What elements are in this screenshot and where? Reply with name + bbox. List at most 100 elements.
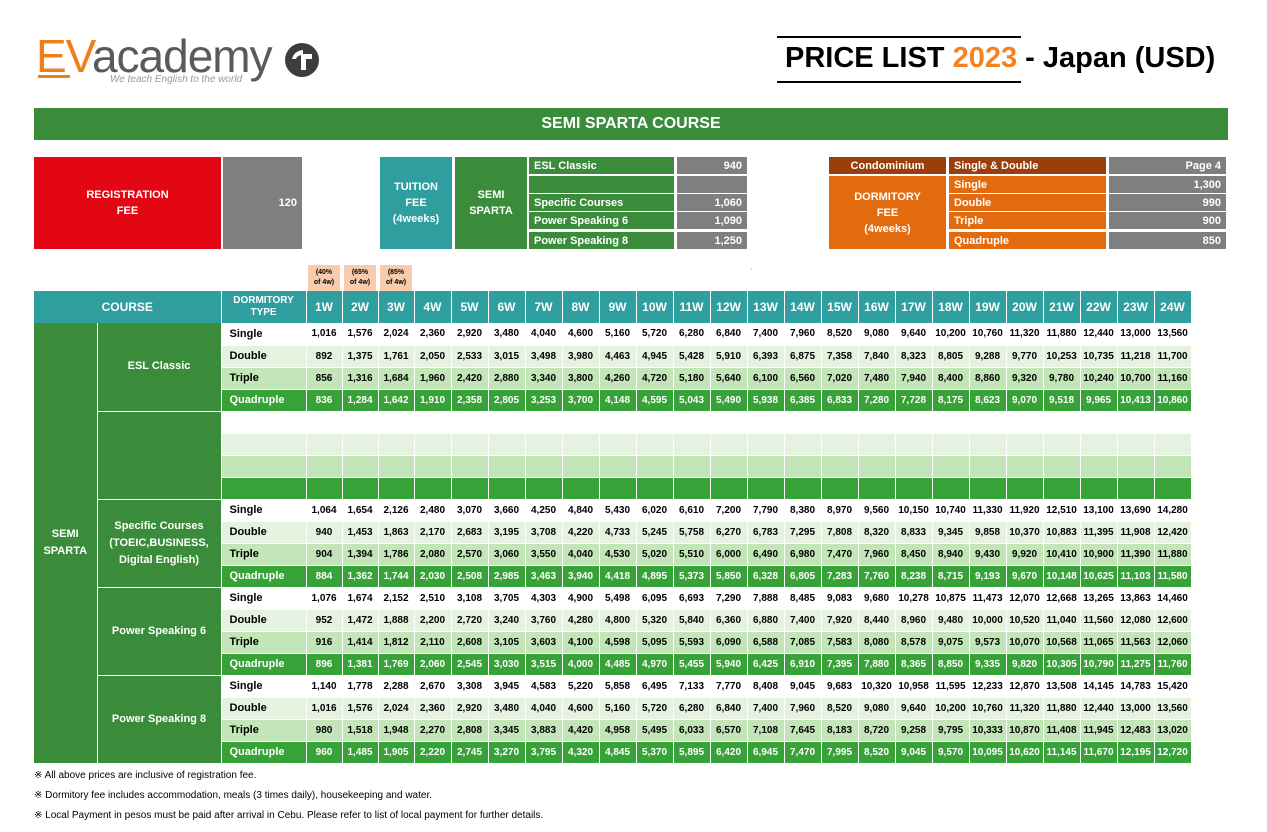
room-type: Double (221, 697, 307, 720)
price-cell (342, 477, 379, 500)
price-cell: 7,470 (821, 543, 859, 566)
price-cell: 2,152 (378, 587, 415, 610)
table-row: Power Speaking 8 Single 1,140 1,778 2,288 2,6… (34, 675, 1192, 764)
price-cell: 6,945 (747, 741, 785, 764)
price-cell: 3,108 (451, 587, 489, 610)
price-cell: 7,940 (895, 367, 933, 390)
price-cell: 3,070 (451, 499, 489, 522)
price-cell: 3,030 (488, 653, 526, 676)
price-cell: 10,568 (1043, 631, 1081, 654)
price-cell: 884 (306, 565, 343, 588)
logo-tagline: We teach English to the world (110, 74, 243, 85)
price-cell: 2,050 (414, 345, 452, 368)
price-cell: 4,720 (636, 367, 674, 390)
price-cell: 11,390 (1117, 543, 1155, 566)
price-cell: 6,588 (747, 631, 785, 654)
price-cell: 6,875 (784, 345, 822, 368)
price-cell: 10,148 (1043, 565, 1081, 588)
price-cell: 3,945 (488, 675, 526, 698)
price-cell: 10,875 (932, 587, 970, 610)
price-cell: 8,970 (821, 499, 859, 522)
price-cell: 1,076 (306, 587, 343, 610)
price-cell: 6,393 (747, 345, 785, 368)
price-cell (1006, 411, 1044, 434)
price-cell: 14,280 (1154, 499, 1192, 522)
price-cell: 10,253 (1043, 345, 1081, 368)
table-row: Quadruple 896 1,381 1,769 2,060 2,545 3,030 3,5… (34, 653, 1192, 676)
price-cell: 10,700 (1117, 367, 1155, 390)
price-cell: 10,095 (969, 741, 1007, 764)
tuition-price-1 (677, 176, 747, 193)
price-cell: 8,175 (932, 389, 970, 412)
price-cell: 1,362 (342, 565, 379, 588)
price-cell (599, 455, 637, 478)
price-cell: 1,948 (378, 719, 415, 742)
price-cell (1080, 477, 1118, 500)
price-cell: 5,593 (673, 631, 711, 654)
price-cell: 12,440 (1080, 323, 1118, 346)
price-cell: 3,195 (488, 521, 526, 544)
price-cell: 9,965 (1080, 389, 1118, 412)
price-cell (306, 455, 343, 478)
price-cell: 7,395 (821, 653, 859, 676)
price-cell: 6,490 (747, 543, 785, 566)
price-cell: 6,020 (636, 499, 674, 522)
price-cell: 12,510 (1043, 499, 1081, 522)
price-cell (1080, 411, 1118, 434)
price-cell (932, 477, 970, 500)
price-cell: 3,660 (488, 499, 526, 522)
price-cell: 11,275 (1117, 653, 1155, 676)
table-row: Triple 916 1,414 1,812 2,110 2,608 3,105 3,603 4… (34, 631, 1192, 654)
price-cell: 3,515 (525, 653, 563, 676)
price-cell: 1,472 (342, 609, 379, 632)
price-cell: 3,603 (525, 631, 563, 654)
title-suffix: - Japan (USD) (1017, 42, 1216, 74)
course-name (97, 411, 222, 500)
table-row: Double 892 1,375 1,761 2,050 2,533 3,015 3,498 3… (34, 345, 1192, 368)
price-cell: 7,400 (784, 609, 822, 632)
price-cell (525, 477, 563, 500)
dorm-type-3: Triple (949, 212, 1106, 229)
price-cell: 2,024 (378, 323, 415, 346)
col-week-header: 2W (342, 291, 379, 323)
price-cell: 12,870 (1006, 675, 1044, 698)
price-cell: 6,090 (710, 631, 748, 654)
price-cell: 7,880 (858, 653, 896, 676)
price-cell: 11,320 (1006, 697, 1044, 720)
price-cell: 6,270 (710, 521, 748, 544)
price-cell (1117, 455, 1155, 478)
price-cell: 6,910 (784, 653, 822, 676)
price-cell: 1,485 (342, 741, 379, 764)
price-cell: 4,733 (599, 521, 637, 544)
price-cell: 12,440 (1080, 697, 1118, 720)
price-cell: 6,100 (747, 367, 785, 390)
price-cell: 4,148 (599, 389, 637, 412)
course-name: Specific Courses (TOEIC,BUSINESS, Digita… (97, 499, 222, 588)
price-cell (414, 455, 452, 478)
price-cell: 9,430 (969, 543, 1007, 566)
price-cell: 7,133 (673, 675, 711, 698)
price-cell: 1,375 (342, 345, 379, 368)
price-cell: 9,045 (784, 675, 822, 698)
price-cell: 12,600 (1154, 609, 1192, 632)
price-cell: 8,485 (784, 587, 822, 610)
price-cell: 4,040 (525, 323, 563, 346)
title-rule-bottom (777, 81, 1021, 83)
semi-sparta-label: SEMI SPARTA (455, 157, 527, 249)
price-cell (710, 477, 748, 500)
price-cell: 11,040 (1043, 609, 1081, 632)
footnote: ※ Local Payment in pesos must be paid af… (34, 810, 544, 821)
price-cell: 5,430 (599, 499, 637, 522)
price-cell: 836 (306, 389, 343, 412)
price-cell: 2,880 (488, 367, 526, 390)
price-cell: 7,400 (747, 697, 785, 720)
price-cell: 1,394 (342, 543, 379, 566)
price-cell: 12,195 (1117, 741, 1155, 764)
table-row: Triple 856 1,316 1,684 1,960 2,420 2,880 3,340 3… (34, 367, 1192, 390)
price-cell (1043, 411, 1081, 434)
price-cell (932, 411, 970, 434)
condominium-label: Condominium (829, 157, 946, 174)
table-row: Quadruple 836 1,284 1,642 1,910 2,358 2,805 3,2… (34, 389, 1192, 412)
price-cell: 9,780 (1043, 367, 1081, 390)
price-cell: 9,258 (895, 719, 933, 742)
